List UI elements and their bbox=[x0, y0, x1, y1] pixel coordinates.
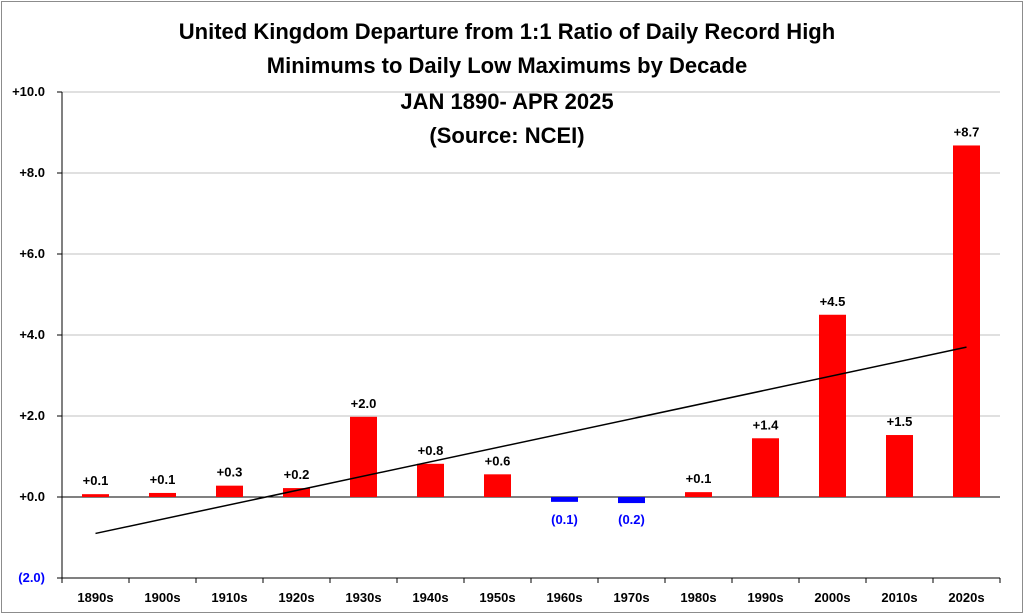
data-label: +1.4 bbox=[753, 417, 779, 432]
trendline bbox=[95, 346, 967, 535]
data-label: (0.2) bbox=[618, 512, 645, 527]
y-tick-label: +0.0 bbox=[19, 489, 45, 504]
bar-2000s bbox=[819, 314, 846, 497]
bar-1940s bbox=[417, 463, 444, 497]
data-label: +0.1 bbox=[150, 472, 176, 487]
data-label: (0.1) bbox=[551, 512, 578, 527]
data-label: +0.3 bbox=[217, 465, 243, 480]
x-tick-label: 1980s bbox=[680, 590, 716, 605]
bar-2010s bbox=[886, 435, 913, 497]
y-tick-label: +4.0 bbox=[19, 327, 45, 342]
x-tick-label: 1900s bbox=[144, 590, 180, 605]
bar-1910s bbox=[216, 485, 243, 497]
chart-title-line-2: Minimums to Daily Low Maximums by Decade bbox=[266, 53, 748, 78]
x-tick-label: 1930s bbox=[345, 590, 381, 605]
bar-1990s bbox=[752, 438, 779, 497]
x-tick-label: 1890s bbox=[77, 590, 113, 605]
data-label: +0.1 bbox=[83, 473, 109, 488]
bar-1900s bbox=[149, 492, 176, 497]
bar-1890s bbox=[82, 494, 109, 497]
x-tick-label: 1920s bbox=[278, 590, 314, 605]
x-tick-label: 1940s bbox=[412, 590, 448, 605]
data-label: +0.1 bbox=[686, 471, 712, 486]
chart-title-line-1: United Kingdom Departure from 1:1 Ratio … bbox=[178, 19, 836, 44]
y-tick-label: (2.0) bbox=[18, 570, 45, 585]
data-label: +1.5 bbox=[887, 414, 913, 429]
x-tick-label: 1950s bbox=[479, 590, 515, 605]
x-tick-label: 2010s bbox=[881, 590, 917, 605]
x-tick-label: 2020s bbox=[948, 590, 984, 605]
x-tick-label: 1990s bbox=[747, 590, 783, 605]
y-tick-label: +2.0 bbox=[19, 408, 45, 423]
data-label: +0.8 bbox=[418, 443, 444, 458]
x-tick-label: 2000s bbox=[814, 590, 850, 605]
bar-2020s bbox=[953, 145, 980, 497]
chart-title-line-4: (Source: NCEI) bbox=[429, 123, 585, 148]
x-tick-label: 1910s bbox=[211, 590, 247, 605]
chart-title-line-3: JAN 1890- APR 2025 bbox=[400, 89, 614, 114]
bar-1970s bbox=[618, 497, 645, 504]
data-label: +0.6 bbox=[485, 453, 511, 468]
y-tick-label: +10.0 bbox=[12, 84, 45, 99]
bar-1980s bbox=[685, 492, 712, 497]
data-label: +2.0 bbox=[351, 396, 377, 411]
y-tick-label: +6.0 bbox=[19, 246, 45, 261]
data-label: +0.2 bbox=[284, 467, 310, 482]
x-tick-label: 1970s bbox=[613, 590, 649, 605]
bar-1950s bbox=[484, 474, 511, 497]
x-tick-label: 1960s bbox=[546, 590, 582, 605]
data-label: +8.7 bbox=[954, 124, 980, 139]
data-label: +4.5 bbox=[820, 294, 846, 309]
bar-1960s bbox=[551, 497, 578, 502]
y-tick-label: +8.0 bbox=[19, 165, 45, 180]
bar-1930s bbox=[350, 416, 377, 497]
bar-1920s bbox=[283, 488, 310, 497]
